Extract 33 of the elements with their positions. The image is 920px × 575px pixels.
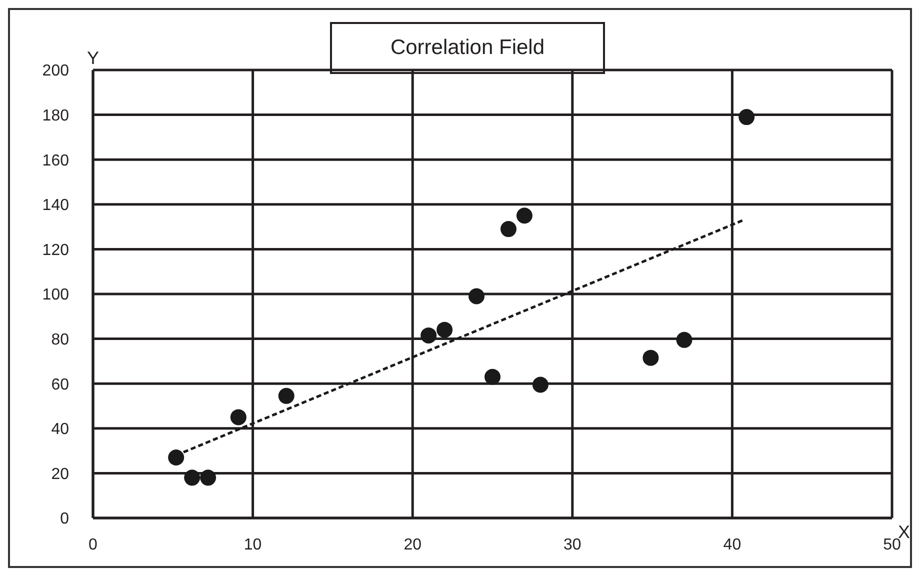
y-tick-label: 60	[51, 376, 70, 394]
y-axis-title: Y	[86, 48, 100, 68]
point	[500, 221, 516, 238]
y-tick-label: 80	[51, 331, 70, 348]
point	[676, 332, 692, 348]
point	[532, 376, 548, 393]
y-tick-label: 20	[51, 466, 70, 483]
point	[516, 208, 532, 224]
point	[468, 288, 485, 304]
chart-title: Correlation Field	[330, 22, 605, 74]
point	[200, 470, 216, 486]
y-tick-label: 140	[42, 197, 70, 214]
x-tick-label: 0	[88, 536, 98, 554]
x-tick-label: 10	[244, 536, 262, 554]
point	[230, 409, 246, 426]
y-tick-label: 160	[42, 152, 70, 170]
point	[484, 368, 500, 385]
point	[184, 470, 200, 486]
y-tick-label: 100	[42, 286, 70, 304]
y-tick-label: 200	[42, 62, 70, 80]
point	[642, 350, 659, 366]
y-tick-label: 120	[42, 242, 70, 259]
y-tick-label: 180	[42, 107, 70, 124]
x-tick-label: 20	[404, 536, 422, 554]
point	[738, 109, 755, 126]
point	[420, 327, 437, 344]
point	[168, 450, 184, 466]
y-tick-label: 0	[60, 510, 70, 528]
y-tick-label: 40	[51, 421, 70, 438]
x-tick-label: 30	[564, 536, 582, 554]
point	[278, 388, 294, 404]
point	[436, 322, 453, 338]
x-tick-label: 40	[723, 536, 742, 554]
